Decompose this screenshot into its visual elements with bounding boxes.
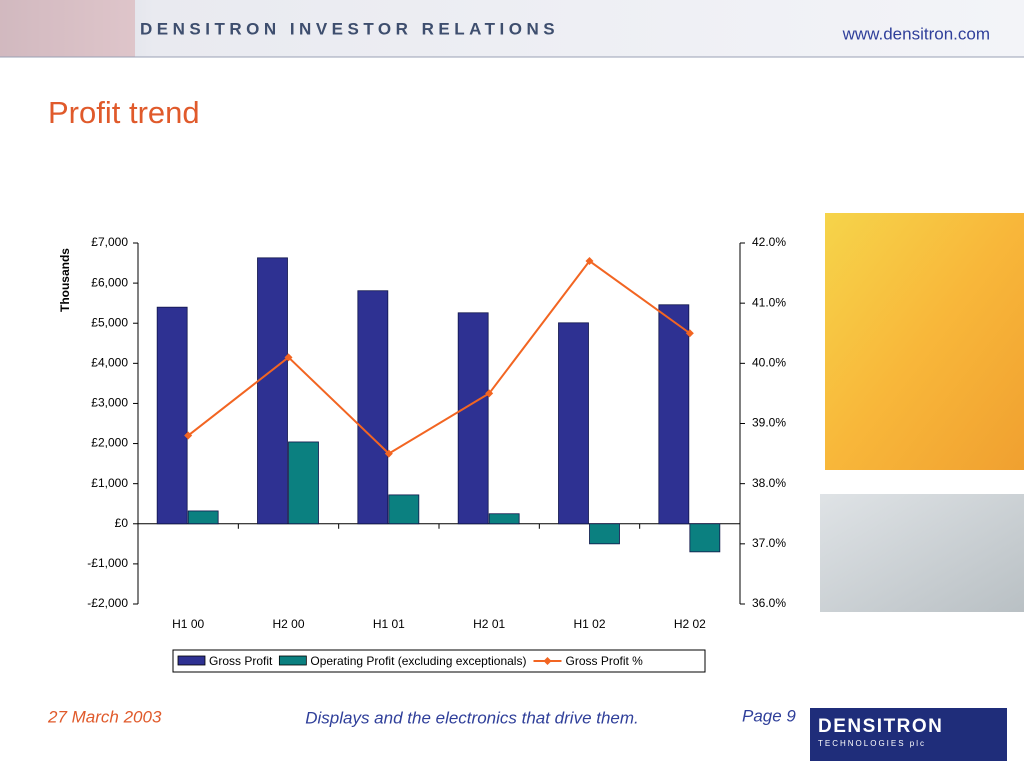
y-tick-label: -£1,000 [87,556,128,570]
bar [288,441,319,525]
legend-swatch [177,655,206,666]
y2-tick-label: 41.0% [752,295,786,309]
x-tick-label: H2 02 [674,617,706,631]
line-marker [184,431,193,440]
y2-tick-label: 42.0% [752,235,786,249]
banner [0,0,1024,57]
bar [457,312,489,525]
x-tick-label: H1 02 [573,617,605,631]
bar [689,523,721,553]
legend-label: Operating Profit (excluding exceptionals… [310,654,526,668]
bar [156,306,188,525]
footer-tagline: Displays and the electronics that drive … [305,708,639,727]
product-photo [820,494,1024,612]
line-marker [685,329,694,338]
x-tick-label: H2 01 [473,617,505,631]
footer-page: Page 9 [742,706,796,725]
logo-name: DENSITRON [818,716,943,737]
y-tick-label: -£2,000 [87,596,128,610]
y-tick-label: £4,000 [91,356,128,370]
legend-label: Gross Profit % [565,654,643,668]
y-axis-label: Thousands [58,248,72,312]
legend-swatch [543,657,552,665]
line-marker [284,353,293,362]
bar [658,304,690,525]
slide-title: Profit trend [48,95,200,130]
logo [810,708,1007,761]
footer-date: 27 March 2003 [47,707,162,726]
logo-subtitle: TECHNOLOGIES plc [818,739,926,748]
y-tick-label: £0 [115,516,129,530]
line [187,259,691,455]
y-tick-label: £5,000 [91,315,128,329]
product-photo [825,213,1024,470]
line-marker [384,449,393,458]
y-tick-label: £1,000 [91,476,128,490]
y2-tick-label: 37.0% [752,536,786,550]
x-tick-label: H1 00 [172,617,204,631]
bar [257,257,288,525]
banner-title: DENSITRON INVESTOR RELATIONS [140,19,559,38]
bar [558,322,589,525]
x-tick-label: H1 01 [373,617,405,631]
y2-tick-label: 38.0% [752,476,786,490]
x-tick-label: H2 00 [272,617,304,631]
y-tick-label: £2,000 [91,436,128,450]
y-tick-label: £3,000 [91,396,128,410]
line-marker [585,257,594,266]
y-tick-label: £6,000 [91,275,128,289]
legend-label: Gross Profit [209,654,273,668]
legend-swatch [278,655,307,666]
y2-tick-label: 36.0% [752,596,786,610]
y2-tick-label: 39.0% [752,416,786,430]
line-marker [485,389,494,398]
bar [488,513,520,525]
bar [187,510,219,525]
bar [388,494,420,525]
banner-image [0,0,135,57]
legend [172,649,706,673]
header-url: www.densitron.com [842,24,990,43]
bar [589,523,620,545]
bar [357,290,389,525]
y-tick-label: £7,000 [91,235,128,249]
y2-tick-label: 40.0% [752,356,786,370]
